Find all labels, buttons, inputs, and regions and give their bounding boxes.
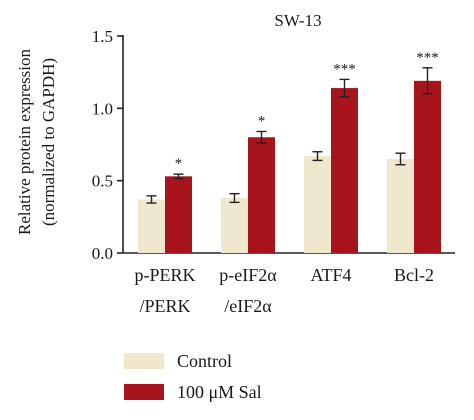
y-tick-label: 1.5 bbox=[92, 27, 113, 46]
significance-marker: *** bbox=[416, 50, 439, 66]
bar-sal bbox=[414, 80, 441, 253]
x-axis-labels: p-PERK/PERK p-eIF2α/eIF2α ATF4 Bcl-2 bbox=[134, 265, 434, 316]
x-category-label-line2: /PERK bbox=[139, 296, 190, 316]
chart-title: SW-13 bbox=[274, 11, 321, 30]
x-category-label: ATF4 bbox=[310, 265, 351, 285]
y-tick-label: 1.0 bbox=[92, 99, 113, 118]
x-category-label: p-eIF2α bbox=[219, 265, 277, 285]
legend: Control 100 μM Sal bbox=[124, 351, 262, 402]
x-category-label-line2: /eIF2α bbox=[224, 296, 272, 316]
significance-marker: * bbox=[258, 113, 266, 129]
y-tick-label: 0.5 bbox=[92, 172, 113, 191]
bar-control bbox=[221, 198, 248, 253]
legend-swatch bbox=[124, 353, 164, 369]
bar-sal bbox=[165, 176, 192, 253]
significance-marker: * bbox=[175, 156, 183, 172]
legend-label: 100 μM Sal bbox=[177, 382, 262, 402]
bars-layer: ******** bbox=[138, 50, 441, 253]
bar-control bbox=[304, 156, 331, 253]
legend-label: Control bbox=[177, 351, 232, 371]
y-axis-title-line2: (normalized to GAPDH) bbox=[39, 58, 58, 226]
y-axis-title-line1: Relative protein expression bbox=[15, 49, 34, 236]
y-tick-label: 0.0 bbox=[92, 244, 113, 263]
significance-marker: *** bbox=[333, 61, 356, 77]
legend-swatch bbox=[124, 384, 164, 400]
bar-control bbox=[138, 199, 165, 253]
bar-sal bbox=[331, 88, 358, 253]
bar-sal bbox=[248, 137, 275, 253]
bar-control bbox=[387, 158, 414, 253]
x-category-label: p-PERK bbox=[134, 265, 195, 285]
x-category-label: Bcl-2 bbox=[394, 265, 434, 285]
